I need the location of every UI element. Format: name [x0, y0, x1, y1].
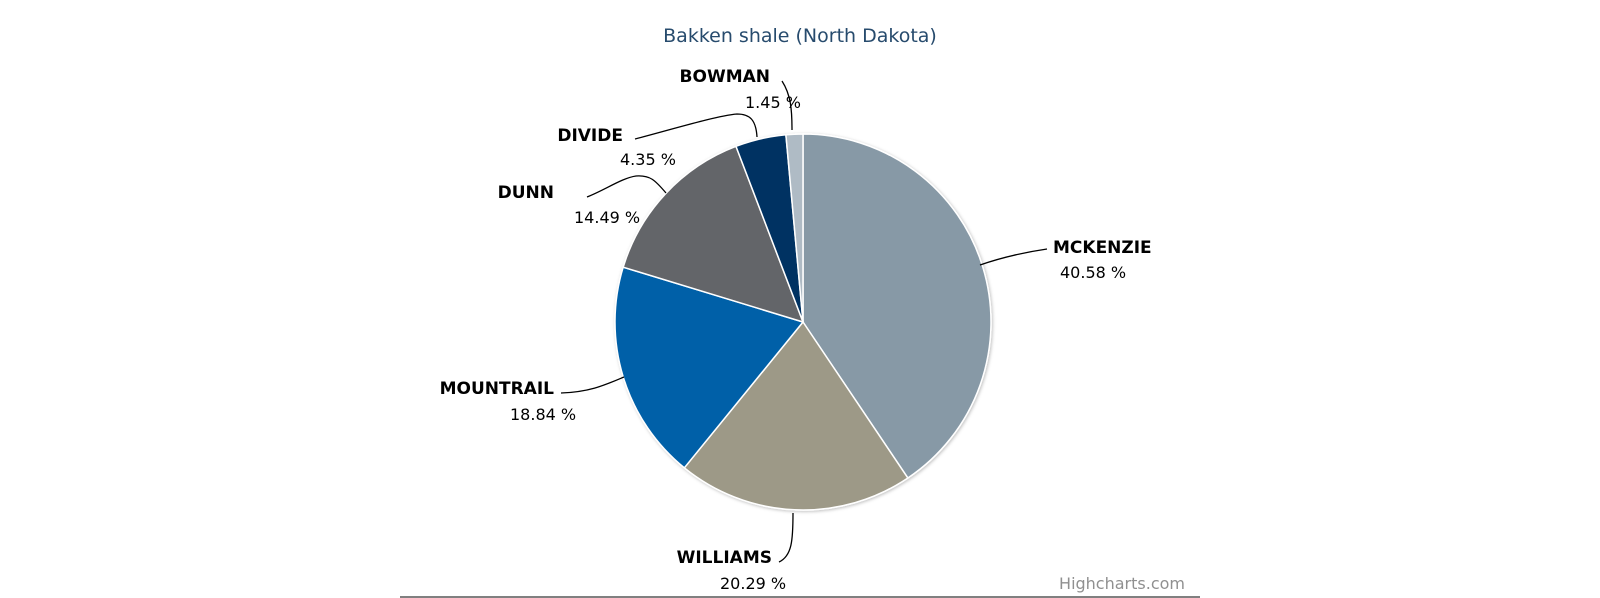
data-label-name-mckenzie: MCKENZIE — [1053, 238, 1152, 258]
data-label-value-mountrail: 18.84 % — [510, 405, 576, 424]
data-label-value-dunn: 14.49 % — [574, 208, 640, 227]
connector-bowman — [781, 80, 793, 131]
label-connectors — [560, 80, 1048, 563]
credits-link[interactable]: Highcharts.com — [1059, 574, 1185, 593]
data-label-value-bowman: 1.45 % — [745, 93, 801, 112]
pie-slice-dunn[interactable] — [622, 145, 804, 323]
data-labels: MCKENZIE 40.58 % WILLIAMS 20.29 % MOUNTRAIL 1… — [440, 67, 1152, 593]
connector-mountrail — [560, 376, 625, 394]
data-label-value-williams: 20.29 % — [720, 574, 786, 593]
data-label-value-divide: 4.35 % — [620, 150, 676, 169]
data-label-name-williams: WILLIAMS — [677, 548, 772, 568]
pie-slice-bowman[interactable] — [785, 133, 804, 323]
pie-slice-williams[interactable] — [683, 321, 909, 511]
data-label-name-mountrail: MOUNTRAIL — [440, 379, 555, 399]
connector-williams — [778, 512, 794, 563]
pie-slices — [614, 133, 992, 511]
pie-slice-mckenzie[interactable] — [802, 133, 992, 479]
data-label-name-divide: DIVIDE — [557, 126, 623, 146]
chart-title: Bakken shale (North Dakota) — [663, 25, 937, 47]
connector-divide — [634, 113, 758, 140]
data-label-value-mckenzie: 40.58 % — [1060, 263, 1126, 282]
connector-mckenzie — [979, 248, 1048, 266]
data-label-name-dunn: DUNN — [498, 183, 554, 203]
data-label-name-bowman: BOWMAN — [680, 67, 770, 87]
connector-dunn — [586, 175, 667, 198]
